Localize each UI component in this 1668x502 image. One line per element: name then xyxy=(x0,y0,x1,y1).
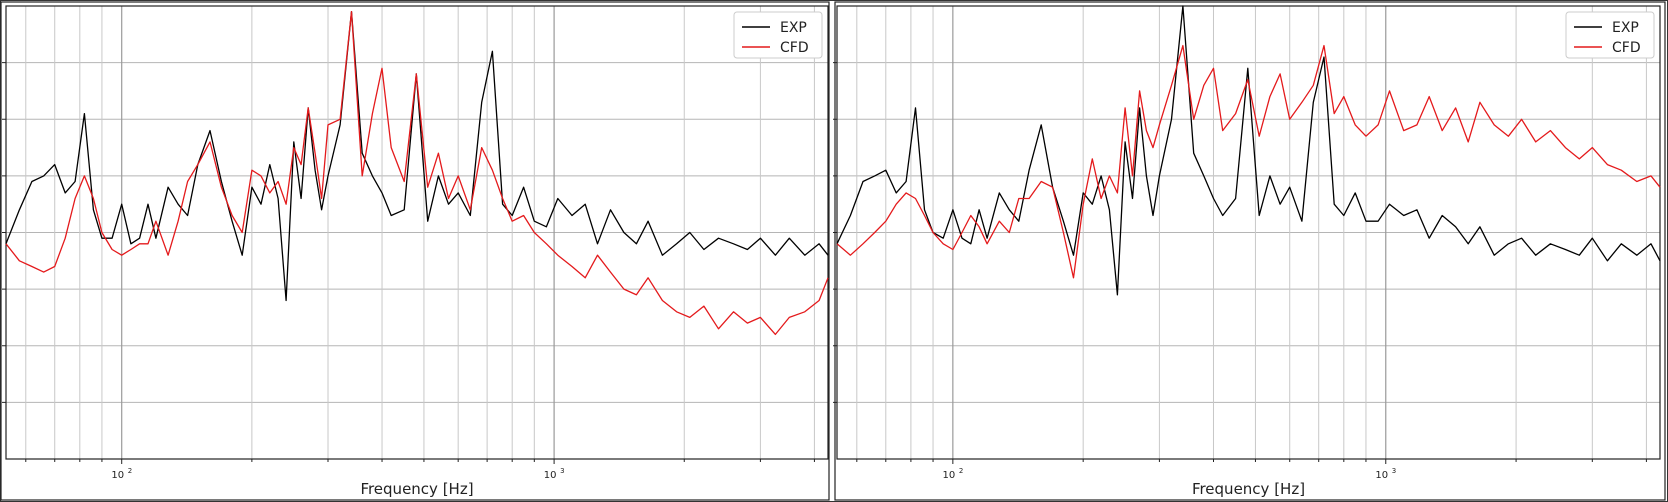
plot-area xyxy=(836,5,1661,460)
x-axis-label: Frequency [Hz] xyxy=(360,480,473,498)
x-tick-label-exponent: 2 xyxy=(128,467,132,475)
panel-frame xyxy=(0,1,830,501)
series-line-exp xyxy=(836,5,1661,296)
x-tick-label: 10 xyxy=(942,470,955,481)
x-tick-label: 10 xyxy=(111,470,124,481)
x-axis-label: Frequency [Hz] xyxy=(1192,480,1305,498)
legend-label-cfd: CFD xyxy=(780,40,809,56)
x-tick-label-exponent: 3 xyxy=(560,467,564,475)
x-tick-label-exponent: 2 xyxy=(959,467,963,475)
legend-box xyxy=(1565,11,1655,59)
series-line-exp xyxy=(5,11,829,302)
x-tick-label-exponent: 3 xyxy=(1392,467,1396,475)
series-line-cfd xyxy=(5,11,829,336)
legend-label-exp: EXP xyxy=(1612,20,1639,36)
legend-label-cfd: CFD xyxy=(1612,40,1641,56)
legend-label-exp: EXP xyxy=(780,20,807,36)
x-tick-label: 10 xyxy=(544,470,557,481)
x-tick-label: 10 xyxy=(1375,470,1388,481)
chart-panel-right: 10 2 10 3 Frequency [Hz] EXP CFD xyxy=(833,1,1666,501)
panel-frame xyxy=(834,1,1666,501)
series-line-cfd xyxy=(836,44,1661,279)
plot-area xyxy=(5,5,829,460)
legend-box xyxy=(733,11,823,59)
